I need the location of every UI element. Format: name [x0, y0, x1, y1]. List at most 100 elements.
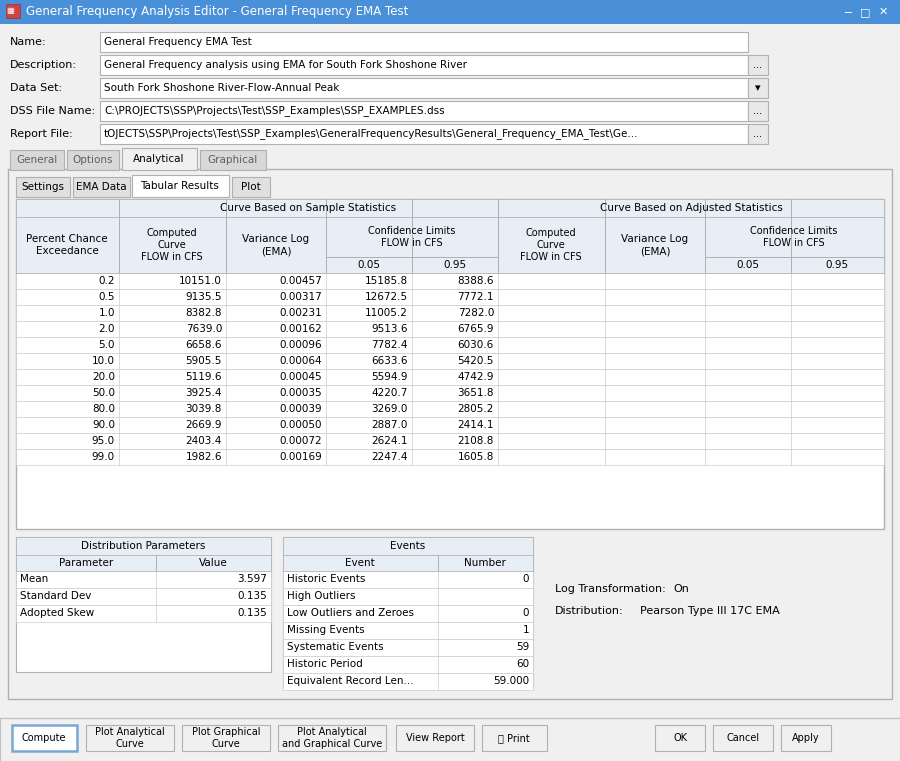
Text: 59.000: 59.000	[493, 676, 529, 686]
Text: 2.0: 2.0	[98, 324, 115, 334]
Bar	[16, 588, 271, 605]
Text: 9135.5: 9135.5	[185, 292, 222, 302]
Text: 3039.8: 3039.8	[185, 404, 222, 414]
Text: 60: 60	[516, 659, 529, 669]
Bar	[8, 169, 892, 699]
Bar	[100, 32, 748, 52]
Text: 6030.6: 6030.6	[458, 340, 494, 350]
Text: Tabular Results: Tabular Results	[140, 181, 220, 191]
Bar	[0, 0, 900, 24]
Text: C:\PROJECTS\SSP\Projects\Test\SSP_Examples\SSP_EXAMPLES.dss: C:\PROJECTS\SSP\Projects\Test\SSP_Exampl…	[104, 106, 445, 116]
Text: ...: ...	[753, 129, 762, 139]
Bar	[16, 571, 271, 588]
Bar	[16, 449, 884, 465]
Text: Low Outliers and Zeroes: Low Outliers and Zeroes	[287, 608, 414, 618]
Text: Historic Period: Historic Period	[287, 659, 363, 669]
Text: 0.00072: 0.00072	[279, 436, 322, 446]
Bar	[748, 78, 768, 98]
Bar	[412, 257, 498, 273]
Text: Historic Events: Historic Events	[287, 574, 365, 584]
Bar	[498, 217, 605, 273]
Text: Options: Options	[73, 155, 113, 165]
Text: 0.00045: 0.00045	[279, 372, 322, 382]
Bar	[122, 148, 197, 170]
Bar	[605, 217, 705, 273]
Text: Distribution Parameters: Distribution Parameters	[81, 541, 205, 551]
Bar	[200, 150, 266, 170]
Text: DSS File Name:: DSS File Name:	[10, 106, 95, 116]
Bar	[100, 78, 748, 98]
Text: General Frequency Analysis Editor - General Frequency EMA Test: General Frequency Analysis Editor - Gene…	[26, 5, 409, 18]
Text: Events: Events	[391, 541, 426, 551]
Text: 0.95: 0.95	[825, 260, 849, 270]
Bar	[16, 369, 884, 385]
Text: 8388.6: 8388.6	[457, 276, 494, 286]
Bar	[119, 217, 226, 273]
Text: 20.0: 20.0	[92, 372, 115, 382]
Bar	[119, 199, 498, 217]
Bar	[10, 150, 64, 170]
Text: High Outliers: High Outliers	[287, 591, 356, 601]
Text: Computed
Curve
FLOW in CFS: Computed Curve FLOW in CFS	[141, 228, 202, 263]
Text: Curve Based on Sample Statistics: Curve Based on Sample Statistics	[220, 203, 396, 213]
Bar	[748, 101, 768, 121]
Text: Missing Events: Missing Events	[287, 625, 365, 635]
Text: 4742.9: 4742.9	[457, 372, 494, 382]
Text: Plot Graphical
Curve: Plot Graphical Curve	[192, 727, 260, 749]
Bar	[16, 401, 884, 417]
Bar	[283, 673, 533, 690]
Bar	[781, 725, 831, 751]
Bar	[396, 725, 474, 751]
Text: Plot Analytical
and Graphical Curve: Plot Analytical and Graphical Curve	[282, 727, 382, 749]
Bar	[16, 321, 884, 337]
Text: 0.00169: 0.00169	[279, 452, 322, 462]
Text: 5420.5: 5420.5	[457, 356, 494, 366]
Text: 0.135: 0.135	[238, 608, 267, 618]
Text: 3651.8: 3651.8	[457, 388, 494, 398]
Text: Plot Analytical
Curve: Plot Analytical Curve	[95, 727, 165, 749]
Text: 6633.6: 6633.6	[372, 356, 408, 366]
Text: tOJECTS\SSP\Projects\Test\SSP_Examples\GeneralFrequencyResults\General_Frequency: tOJECTS\SSP\Projects\Test\SSP_Examples\G…	[104, 129, 638, 139]
Text: 4220.7: 4220.7	[372, 388, 408, 398]
Bar	[16, 217, 119, 273]
Text: ...: ...	[753, 106, 762, 116]
Text: 1: 1	[522, 625, 529, 635]
Text: 15185.8: 15185.8	[364, 276, 408, 286]
Bar	[232, 177, 270, 197]
Text: 3925.4: 3925.4	[185, 388, 222, 398]
Bar	[748, 55, 768, 75]
Bar	[283, 537, 533, 555]
Text: 3269.0: 3269.0	[372, 404, 408, 414]
Bar	[283, 622, 533, 639]
Text: 9513.6: 9513.6	[372, 324, 408, 334]
Text: 0.95: 0.95	[444, 260, 466, 270]
Bar	[16, 289, 884, 305]
Text: 0.00162: 0.00162	[279, 324, 322, 334]
Text: Variance Log
(EMA): Variance Log (EMA)	[242, 234, 310, 256]
Bar	[16, 305, 884, 321]
Text: General Frequency analysis using EMA for South Fork Shoshone River: General Frequency analysis using EMA for…	[104, 60, 467, 70]
Text: South Fork Shoshone River-Flow-Annual Peak: South Fork Shoshone River-Flow-Annual Pe…	[104, 83, 339, 93]
Bar	[16, 199, 884, 273]
Text: 80.0: 80.0	[92, 404, 115, 414]
Bar	[713, 725, 773, 751]
Bar	[326, 257, 412, 273]
Bar	[283, 537, 533, 687]
Text: 95.0: 95.0	[92, 436, 115, 446]
Text: Standard Dev: Standard Dev	[20, 591, 92, 601]
Text: Confidence Limits
FLOW in CFS: Confidence Limits FLOW in CFS	[368, 226, 455, 248]
Bar	[283, 571, 533, 588]
Text: 0.00050: 0.00050	[280, 420, 322, 430]
Bar	[655, 725, 705, 751]
Text: 0: 0	[523, 608, 529, 618]
Bar	[73, 177, 130, 197]
Text: ✕: ✕	[878, 7, 887, 17]
Bar	[100, 101, 748, 121]
Text: Pearson Type III 17C EMA: Pearson Type III 17C EMA	[640, 606, 779, 616]
Bar	[132, 175, 229, 197]
Bar	[278, 725, 386, 751]
Bar	[6, 4, 20, 18]
Bar	[482, 725, 547, 751]
Text: 11005.2: 11005.2	[365, 308, 408, 318]
Text: 0.5: 0.5	[98, 292, 115, 302]
